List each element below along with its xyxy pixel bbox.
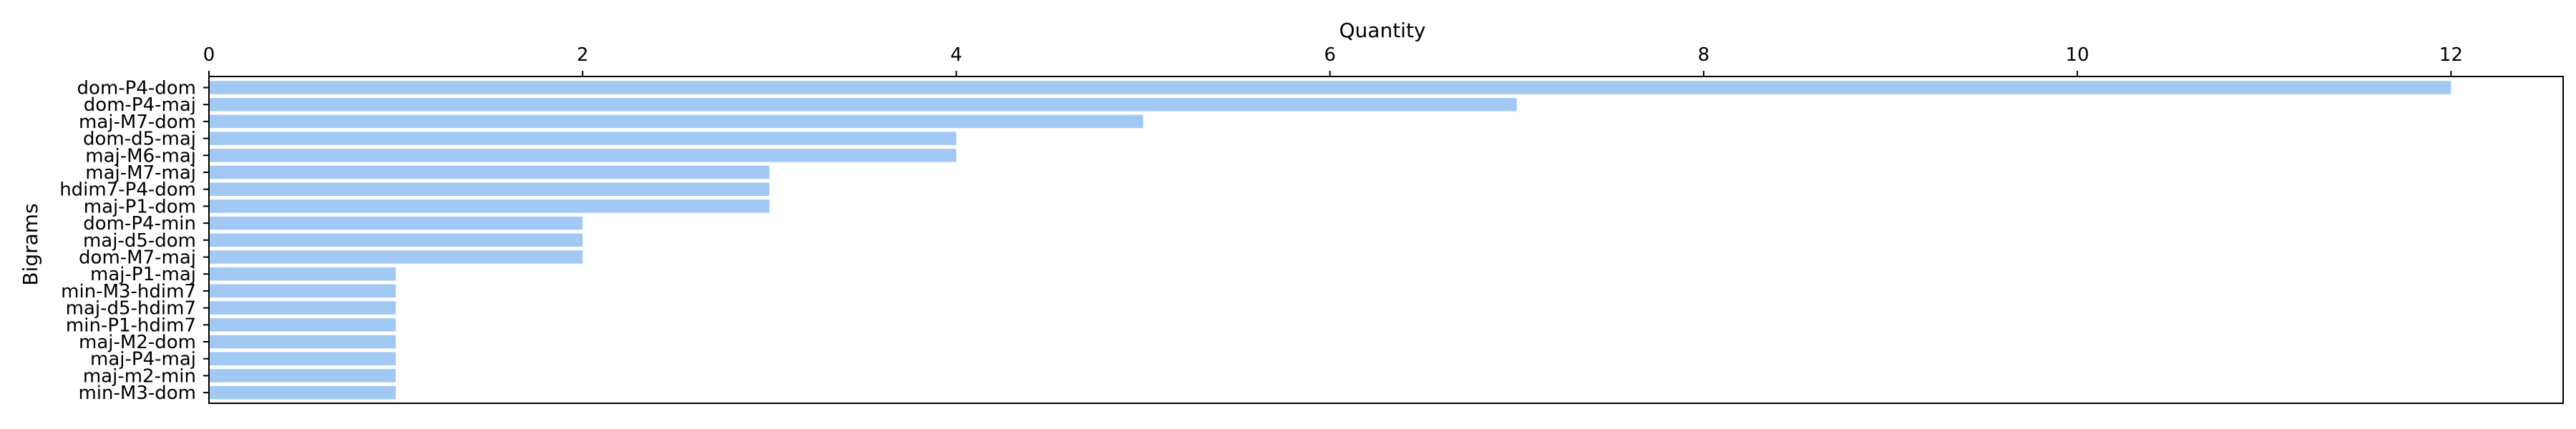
bar	[209, 318, 396, 332]
x-tick-label: 8	[1698, 44, 1710, 66]
category-label: maj-M6-maj	[85, 145, 196, 167]
bar	[209, 385, 396, 400]
category-label: maj-P4-maj	[90, 349, 196, 370]
bar	[209, 114, 1143, 129]
bar	[209, 216, 583, 230]
category-label: min-M3-hdim7	[61, 281, 196, 302]
category-label: dom-d5-maj	[83, 129, 196, 150]
bar	[209, 165, 770, 179]
bar	[209, 369, 396, 383]
category-label: dom-P4-dom	[77, 78, 196, 99]
x-tick-label: 2	[577, 44, 589, 66]
category-label: maj-M2-dom	[79, 332, 196, 353]
plot-frame	[208, 76, 2564, 404]
x-axis-ticks: 0 2 4 6 8 10 12	[203, 44, 2463, 77]
y-axis-title: Bigrams	[19, 203, 42, 285]
x-axis-title: Quantity	[1340, 19, 1426, 42]
category-labels: dom-P4-domdom-P4-majmaj-M7-domdom-d5-maj…	[59, 78, 209, 404]
x-tick-label: 4	[950, 44, 962, 66]
category-label: maj-d5-hdim7	[66, 298, 196, 320]
category-label: dom-P4-maj	[84, 94, 196, 116]
category-label: maj-M7-dom	[79, 112, 196, 133]
category-label: maj-m2-min	[83, 365, 196, 387]
x-tick-label: 12	[2439, 44, 2463, 66]
category-label: maj-M7-maj	[85, 162, 196, 184]
category-label: maj-P1-dom	[84, 196, 196, 217]
bar	[209, 149, 957, 162]
x-tick-label: 0	[203, 44, 215, 66]
category-label: dom-M7-maj	[79, 247, 196, 269]
bar	[209, 233, 583, 247]
bar	[209, 182, 770, 196]
x-tick-label: 6	[1324, 44, 1336, 66]
bar	[209, 267, 396, 281]
category-label: dom-P4-min	[83, 213, 196, 235]
category-label: maj-P1-maj	[90, 264, 196, 285]
bar	[209, 301, 396, 315]
bars-group	[209, 81, 2451, 400]
bar	[209, 132, 957, 145]
bar	[209, 284, 396, 298]
bar	[209, 250, 583, 264]
bar	[209, 81, 2451, 94]
category-label: min-M3-dom	[78, 383, 196, 404]
x-tick-label: 10	[2066, 44, 2089, 66]
category-label: min-P1-hdim7	[66, 315, 196, 336]
category-label: hdim7-P4-dom	[59, 179, 196, 201]
bar	[209, 352, 396, 365]
category-label: maj-d5-dom	[83, 230, 196, 252]
bar	[209, 335, 396, 349]
bar	[209, 199, 770, 213]
bar	[209, 97, 1517, 112]
